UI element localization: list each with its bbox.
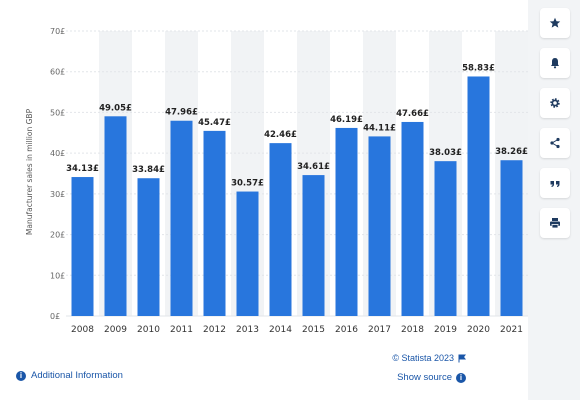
x-tick-label: 2014 xyxy=(269,325,292,335)
x-tick-label: 2021 xyxy=(500,325,523,335)
y-tick-label: 50£ xyxy=(50,108,65,117)
side-toolbar xyxy=(540,8,574,238)
additional-information-label: Additional Information xyxy=(31,370,123,381)
bar[interactable] xyxy=(71,177,94,316)
data-label: 38.03£ xyxy=(429,148,462,158)
x-tick-label: 2016 xyxy=(335,325,358,335)
bar[interactable] xyxy=(335,127,358,317)
data-label: 49.05£ xyxy=(99,103,132,113)
y-tick-label: 10£ xyxy=(50,271,65,280)
gear-icon xyxy=(550,98,560,108)
statista-credits-link[interactable]: © Statista 2023 xyxy=(392,353,466,363)
bar[interactable] xyxy=(236,191,259,316)
bar[interactable] xyxy=(467,76,490,316)
data-label: 34.13£ xyxy=(66,164,99,174)
flag-icon xyxy=(458,354,466,362)
data-label: 30.57£ xyxy=(231,179,264,189)
data-label: 58.83£ xyxy=(462,63,495,73)
x-tick-label: 2019 xyxy=(434,325,457,335)
data-label: 42.46£ xyxy=(264,130,297,140)
additional-information-link[interactable]: i Additional Information xyxy=(16,370,123,381)
bar[interactable] xyxy=(401,121,424,316)
settings-button[interactable] xyxy=(540,88,570,118)
bar[interactable] xyxy=(368,136,391,316)
x-tick-label: 2013 xyxy=(236,325,259,335)
cite-button[interactable] xyxy=(540,168,570,198)
bell-icon xyxy=(551,58,559,69)
y-tick-label: 0£ xyxy=(50,312,60,321)
y-tick-label: 20£ xyxy=(50,231,65,240)
y-tick-label: 70£ xyxy=(50,27,65,36)
data-label: 46.19£ xyxy=(330,115,363,125)
x-tick-label: 2012 xyxy=(203,325,226,335)
bar[interactable] xyxy=(269,143,292,316)
data-label: 47.66£ xyxy=(396,109,429,119)
data-label: 47.96£ xyxy=(165,108,198,118)
info-icon: i xyxy=(456,372,466,383)
quote-icon xyxy=(550,181,560,187)
bar[interactable] xyxy=(302,175,325,316)
bar[interactable] xyxy=(137,178,160,316)
x-tick-label: 2020 xyxy=(467,325,490,335)
show-source-label: Show source xyxy=(397,372,452,383)
x-tick-label: 2010 xyxy=(137,325,160,335)
info-icon: i xyxy=(16,370,26,381)
x-tick-label: 2018 xyxy=(401,325,424,335)
bar[interactable] xyxy=(203,130,226,316)
y-axis-label: Manufacturer sales in million GBP xyxy=(25,108,34,235)
bar[interactable] xyxy=(170,120,193,316)
chart-card: 0£ 10£ 20£ 30£ 40£ 50£ 60£ 70£ 34.13£ 49.05£ 33.8… xyxy=(0,0,528,400)
y-tick-label: 60£ xyxy=(50,68,65,77)
share-icon xyxy=(550,137,560,149)
data-label: 34.61£ xyxy=(297,162,330,172)
favorite-button[interactable] xyxy=(540,8,570,38)
print-icon xyxy=(550,218,560,229)
bar-chart: 0£ 10£ 20£ 30£ 40£ 50£ 60£ 70£ 34.13£ 49.05£ 33.8… xyxy=(25,27,528,335)
x-tick-label: 2009 xyxy=(104,325,127,335)
notification-button[interactable] xyxy=(540,48,570,78)
data-label: 45.47£ xyxy=(198,118,231,128)
data-label: 44.11£ xyxy=(363,123,396,133)
x-tick-label: 2008 xyxy=(71,325,94,335)
data-label: 33.84£ xyxy=(132,165,165,175)
x-tick-label: 2015 xyxy=(302,325,325,335)
bar[interactable] xyxy=(500,160,523,316)
print-button[interactable] xyxy=(540,208,570,238)
y-tick-label: 30£ xyxy=(50,190,65,199)
bar[interactable] xyxy=(104,116,127,317)
x-tick-label: 2011 xyxy=(170,325,193,335)
show-source-link[interactable]: Show source i xyxy=(397,372,466,383)
credits-label: © Statista 2023 xyxy=(392,353,454,363)
bar[interactable] xyxy=(434,161,457,316)
x-tick-label: 2017 xyxy=(368,325,391,335)
star-icon xyxy=(549,17,561,28)
data-label: 38.26£ xyxy=(495,147,528,157)
y-tick-label: 40£ xyxy=(50,149,65,158)
share-button[interactable] xyxy=(540,128,570,158)
